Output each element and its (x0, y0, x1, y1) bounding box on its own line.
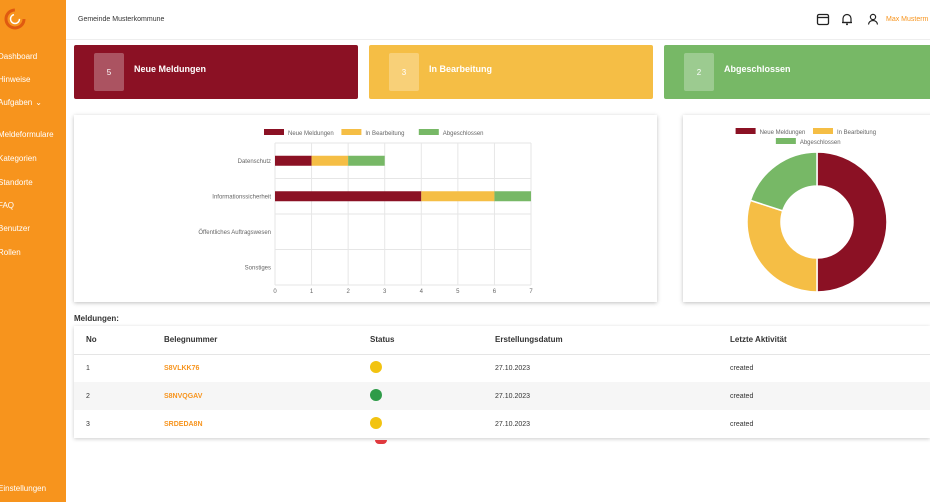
belegnummer-link[interactable]: S8VLKK76 (164, 354, 370, 382)
y-category-label: Informationssicherheit (212, 194, 271, 200)
x-tick-label: 7 (529, 289, 533, 295)
user-name[interactable]: Max Musterm (886, 16, 929, 23)
bar-segment (311, 155, 349, 166)
x-tick-label: 2 (346, 289, 350, 295)
belegnummer-text[interactable]: SRDEDA8N (164, 420, 203, 428)
creation-date: 27.10.2023 (495, 382, 730, 410)
sidebar-item-standorte[interactable]: Standorte (0, 178, 33, 187)
column-header-erstellungsdatum[interactable]: Erstellungsdatum (495, 326, 730, 355)
column-header-no[interactable]: No (74, 326, 164, 355)
organization-name: Gemeinde Musterkommune (78, 16, 165, 23)
table-row[interactable]: 3 SRDEDA8N 27.10.2023 created (74, 410, 930, 438)
legend-label: Abgeschlossen (800, 140, 841, 146)
app-logo[interactable] (4, 8, 26, 30)
chevron-down-icon: ⌄ (35, 98, 42, 107)
reports-table: No Belegnummer Status Erstellungsdatum L… (74, 326, 930, 438)
column-header-belegnummer[interactable]: Belegnummer (164, 326, 370, 355)
status-dot (370, 417, 382, 429)
sidebar-item-aufgaben[interactable]: Aufgaben ⌄ (0, 98, 42, 107)
sidebar-item-kategorien[interactable]: Kategorien (0, 154, 37, 163)
table-header-row: No Belegnummer Status Erstellungsdatum L… (74, 326, 930, 355)
card-label: Abgeschlossen (724, 64, 791, 74)
sidebar-item-einstellungen[interactable]: Einstellungen (0, 484, 47, 493)
x-tick-label: 4 (420, 289, 424, 295)
status-dot (370, 361, 382, 374)
table-row[interactable]: 2 S8NVQGAV 27.10.2023 created (74, 382, 930, 410)
last-activity: created (730, 420, 754, 428)
sidebar-item-faq[interactable]: FAQ (0, 201, 15, 210)
belegnummer-link[interactable]: SRDEDA8N (164, 410, 370, 438)
table-title: Meldungen: (74, 314, 119, 323)
y-category-label: Sonstiges (245, 265, 271, 271)
legend-swatch (264, 129, 284, 135)
sidebar-item-dashboard[interactable]: Dashboard (0, 52, 38, 61)
legend-label: In Bearbeitung (365, 131, 404, 137)
status-dot-partial (375, 440, 387, 444)
user-icon[interactable] (866, 12, 880, 26)
donut-slice (749, 151, 818, 212)
legend-swatch (735, 128, 756, 134)
legend-label: In Bearbeitung (837, 130, 876, 136)
sidebar-item-benutzer[interactable]: Benutzer (0, 224, 31, 233)
card-count: 5 (94, 53, 124, 91)
card-in-bearbeitung[interactable]: 3 In Bearbeitung (369, 45, 653, 99)
sidebar-item-label: Aufgaben (0, 98, 33, 107)
card-abgeschlossen[interactable]: 2 Abgeschlossen (664, 45, 930, 99)
belegnummer-link[interactable]: S8NVQGAV (164, 382, 370, 410)
donut-slice (816, 151, 888, 293)
bar-segment (275, 155, 312, 166)
sidebar-item-rollen[interactable]: Rollen (0, 248, 21, 257)
status-cell (370, 354, 495, 382)
card-neue-meldungen[interactable]: 5 Neue Meldungen (74, 45, 358, 99)
card-count: 2 (684, 53, 714, 91)
bar-chart: Neue Meldungen In Bearbeitung Abgeschlosse… (198, 129, 533, 295)
calendar-icon[interactable] (816, 12, 830, 26)
donut-chart: Neue Meldungen In Bearbeitung Abgeschlosse… (735, 128, 888, 293)
last-activity: created (730, 364, 754, 372)
status-cell (370, 382, 495, 410)
y-category-label: Datenschutz (238, 159, 271, 165)
bar-segment (494, 191, 531, 202)
legend-swatch (813, 128, 833, 134)
belegnummer-text[interactable]: S8NVQGAV (164, 392, 203, 400)
sidebar-item-hinweise[interactable]: Hinweise (0, 75, 31, 84)
table-row[interactable]: 1 S8VLKK76 27.10.2023 created (74, 354, 930, 382)
row-number: 3 (86, 420, 90, 428)
bell-icon[interactable] (840, 12, 854, 26)
card-label: In Bearbeitung (429, 64, 493, 74)
creation-date: 27.10.2023 (495, 364, 531, 372)
top-bar: Gemeinde Musterkommune Max Musterm (66, 0, 930, 40)
x-tick-label: 5 (456, 289, 460, 295)
column-header-letzte-aktivitaet[interactable]: Letzte Aktivität (730, 326, 930, 355)
legend-label: Neue Meldungen (288, 131, 334, 137)
x-tick-label: 0 (273, 289, 277, 295)
status-dot (370, 389, 382, 401)
legend-swatch (418, 129, 439, 135)
status-cell (370, 410, 495, 438)
creation-date: 27.10.2023 (495, 420, 531, 428)
row-number: 1 (86, 364, 90, 372)
bar-segment (348, 155, 385, 166)
last-activity: created (730, 382, 930, 410)
legend-label: Abgeschlossen (443, 131, 484, 137)
x-tick-label: 6 (493, 289, 497, 295)
x-tick-label: 1 (310, 289, 314, 295)
donut-slice (746, 199, 818, 293)
belegnummer-text[interactable]: S8VLKK76 (164, 364, 200, 372)
sidebar: Dashboard Hinweise Aufgaben ⌄ Meldeformul… (0, 0, 66, 502)
column-header-status[interactable]: Status (370, 326, 495, 355)
x-tick-label: 3 (383, 289, 387, 295)
bar-chart-panel: Neue Meldungen In Bearbeitung Abgeschlosse… (74, 115, 657, 302)
legend-label: Neue Meldungen (760, 130, 806, 136)
bar-segment (421, 191, 495, 202)
row-number: 2 (74, 382, 164, 410)
card-count: 3 (389, 53, 419, 91)
card-label: Neue Meldungen (134, 64, 207, 74)
y-category-label: Öffentliches Auftragswesen (198, 229, 271, 236)
donut-chart-panel: Neue Meldungen In Bearbeitung Abgeschlosse… (683, 115, 930, 302)
bar-segment (275, 191, 422, 202)
legend-swatch (341, 129, 362, 135)
legend-swatch (775, 138, 796, 144)
sidebar-item-meldeformulare[interactable]: Meldeformulare (0, 130, 54, 139)
